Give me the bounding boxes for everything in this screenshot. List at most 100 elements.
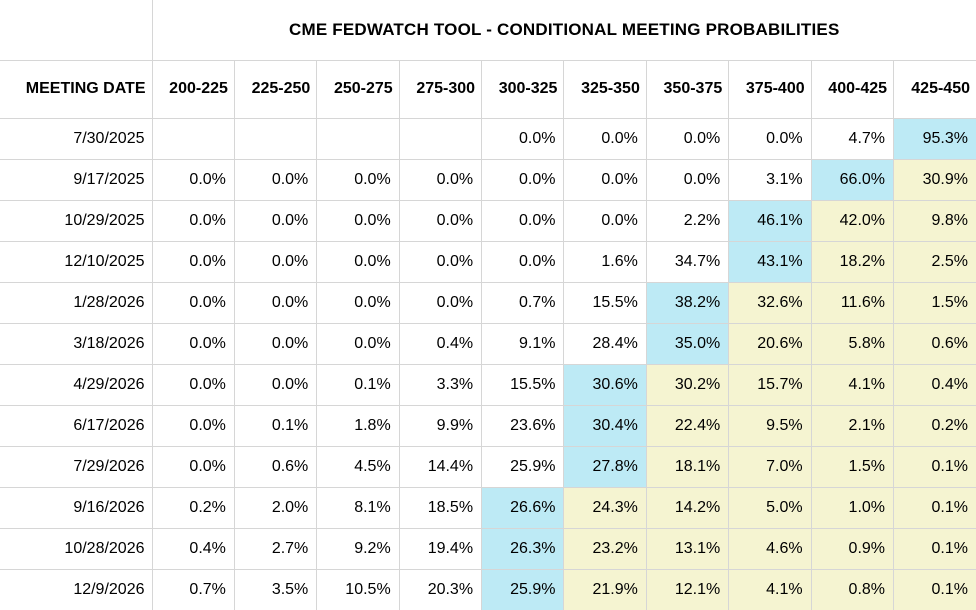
probability-cell: 0.0% — [151, 240, 235, 283]
probability-cell: 0.0% — [233, 199, 318, 242]
probability-cell: 0.1% — [233, 404, 318, 447]
rate-range-header: 425-450 — [893, 59, 976, 119]
table-row: 12/9/2026 0.7% 3.5% 10.5% 20.3% 25.9% 21.9% 12.… — [0, 568, 976, 610]
probability-cell — [151, 117, 235, 160]
probability-cell: 19.4% — [398, 527, 483, 570]
table-row: 10/28/2026 0.4% 2.7% 9.2% 19.4% 26.3% 23.2% 13.… — [0, 527, 976, 570]
table-row: 9/17/2025 0.0% 0.0% 0.0% 0.0% 0.0% 0.0% 0.0% 3.1… — [0, 158, 976, 201]
probability-cell: 15.5% — [481, 363, 565, 406]
meeting-date-cell: 4/29/2026 — [0, 363, 153, 406]
rate-range-header: 350-375 — [645, 59, 730, 119]
rate-range-header: 300-325 — [481, 59, 565, 119]
probability-cell: 15.5% — [563, 281, 647, 324]
table-row: 3/18/2026 0.0% 0.0% 0.0% 0.4% 9.1% 28.4% 35.0% 2… — [0, 322, 976, 365]
rate-range-header: 200-225 — [151, 59, 235, 119]
probability-cell: 10.5% — [316, 568, 400, 610]
rate-range-header: 375-400 — [728, 59, 812, 119]
probability-cell: 26.3% — [481, 527, 565, 570]
probability-cell: 9.9% — [398, 404, 483, 447]
probability-cell: 14.2% — [645, 486, 730, 529]
probability-cell: 23.2% — [563, 527, 647, 570]
table-row: 7/30/2025 0.0% 0.0% 0.0% 0.0% 4.7% 95.3% — [0, 117, 976, 160]
table-row: 6/17/2026 0.0% 0.1% 1.8% 9.9% 23.6% 30.4% 22.4%… — [0, 404, 976, 447]
probability-cell: 13.1% — [645, 527, 730, 570]
probability-cell: 0.0% — [233, 322, 318, 365]
probability-cell: 1.0% — [810, 486, 895, 529]
probability-cell: 22.4% — [645, 404, 730, 447]
probability-cell: 18.2% — [810, 240, 895, 283]
probability-cell: 0.0% — [398, 199, 483, 242]
probability-cell: 0.1% — [893, 486, 976, 529]
probability-cell: 0.0% — [481, 199, 565, 242]
table-row: 12/10/2025 0.0% 0.0% 0.0% 0.0% 0.0% 1.6% 34.7% 4… — [0, 240, 976, 283]
probability-cell: 0.2% — [893, 404, 976, 447]
probability-cell: 5.8% — [810, 322, 895, 365]
probability-cell: 0.0% — [316, 199, 400, 242]
probability-cell: 23.6% — [481, 404, 565, 447]
probability-cell: 0.0% — [316, 281, 400, 324]
probability-cell: 4.1% — [728, 568, 812, 610]
probability-cell: 9.1% — [481, 322, 565, 365]
probability-cell — [398, 117, 483, 160]
rate-range-header: 400-425 — [810, 59, 895, 119]
probability-cell: 0.0% — [316, 158, 400, 201]
probability-cell: 12.1% — [645, 568, 730, 610]
probability-cell: 30.4% — [563, 404, 647, 447]
probability-cell: 1.8% — [316, 404, 400, 447]
meeting-date-cell: 10/28/2026 — [0, 527, 153, 570]
probability-cell: 0.0% — [151, 158, 235, 201]
probability-cell: 27.8% — [563, 445, 647, 488]
probability-cell: 7.0% — [728, 445, 812, 488]
probability-cell: 24.3% — [563, 486, 647, 529]
probability-cell: 26.6% — [481, 486, 565, 529]
meeting-date-cell: 7/29/2026 — [0, 445, 153, 488]
probability-cell: 0.0% — [233, 281, 318, 324]
probability-cell: 8.1% — [316, 486, 400, 529]
probability-cell: 25.9% — [481, 445, 565, 488]
probability-cell: 46.1% — [728, 199, 812, 242]
probability-cell: 0.1% — [893, 568, 976, 610]
column-header-row: MEETING DATE 200-225 225-250 250-275 275-30… — [0, 59, 976, 119]
probability-cell — [233, 117, 318, 160]
probability-cell: 0.0% — [151, 281, 235, 324]
probability-cell: 1.6% — [563, 240, 647, 283]
probability-cell: 20.3% — [398, 568, 483, 610]
meeting-date-cell: 10/29/2025 — [0, 199, 153, 242]
probability-cell: 0.1% — [316, 363, 400, 406]
probability-cell: 30.9% — [893, 158, 976, 201]
rate-range-header: 275-300 — [398, 59, 483, 119]
probability-cell: 0.0% — [316, 240, 400, 283]
probability-cell: 2.2% — [645, 199, 730, 242]
probability-cell: 43.1% — [728, 240, 812, 283]
probability-cell: 28.4% — [563, 322, 647, 365]
probability-cell: 0.0% — [398, 281, 483, 324]
probability-cell: 0.0% — [481, 117, 565, 160]
probability-cell — [316, 117, 400, 160]
probability-cell: 0.7% — [151, 568, 235, 610]
probability-cell: 34.7% — [645, 240, 730, 283]
probability-cell: 0.0% — [728, 117, 812, 160]
table-row: 9/16/2026 0.2% 2.0% 8.1% 18.5% 26.6% 24.3% 14.2… — [0, 486, 976, 529]
probability-cell: 0.2% — [151, 486, 235, 529]
probability-cell: 5.0% — [728, 486, 812, 529]
table-row: 1/28/2026 0.0% 0.0% 0.0% 0.0% 0.7% 15.5% 38.2% 3… — [0, 281, 976, 324]
probability-cell: 0.0% — [233, 240, 318, 283]
rate-range-header: 325-350 — [563, 59, 647, 119]
probability-cell: 0.1% — [893, 527, 976, 570]
page-title: CME FEDWATCH TOOL - CONDITIONAL MEETING … — [151, 0, 976, 61]
meeting-date-header: MEETING DATE — [0, 59, 153, 119]
probability-cell: 2.7% — [233, 527, 318, 570]
probability-cell: 38.2% — [645, 281, 730, 324]
probability-cell: 0.0% — [151, 404, 235, 447]
probability-cell: 9.8% — [893, 199, 976, 242]
probability-cell: 4.5% — [316, 445, 400, 488]
probability-cell: 20.6% — [728, 322, 812, 365]
probability-cell: 25.9% — [481, 568, 565, 610]
table-row: 10/29/2025 0.0% 0.0% 0.0% 0.0% 0.0% 0.0% 2.2% 46… — [0, 199, 976, 242]
meeting-date-cell: 6/17/2026 — [0, 404, 153, 447]
probability-cell: 32.6% — [728, 281, 812, 324]
probability-cell: 42.0% — [810, 199, 895, 242]
probability-cell: 0.4% — [398, 322, 483, 365]
table-row: 7/29/2026 0.0% 0.6% 4.5% 14.4% 25.9% 27.8% 18.1… — [0, 445, 976, 488]
